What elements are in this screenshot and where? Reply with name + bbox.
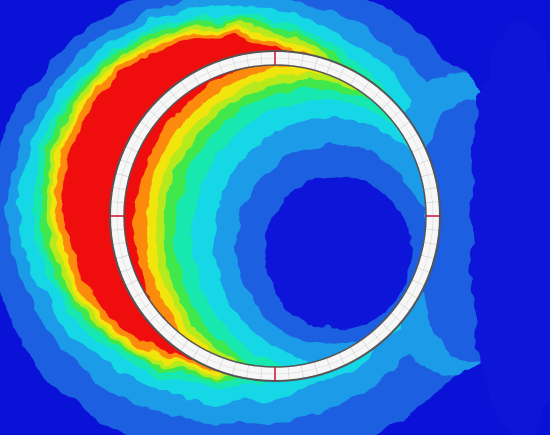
inner-deep-blue <box>264 176 412 328</box>
ring <box>109 50 441 382</box>
band-right-fade-deep <box>470 20 550 435</box>
ring-body <box>109 50 440 382</box>
inner-contour-bands <box>124 65 426 367</box>
